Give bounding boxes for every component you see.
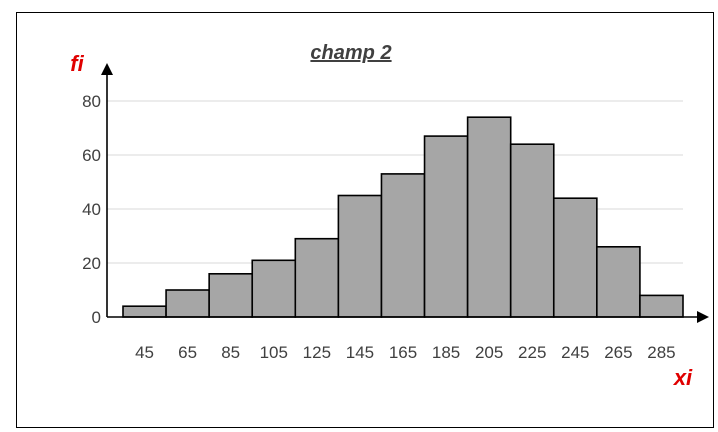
histogram-bar (596, 246, 641, 318)
histogram-chart: 0 20 40 60 80 45 65 85 105 125 145 165 185 205 225 245… (70, 42, 709, 390)
histogram-bar (466, 116, 512, 318)
x-tick-label: 185 (432, 343, 460, 362)
x-axis-arrow (697, 311, 709, 323)
y-axis-arrow (101, 63, 113, 75)
bars (122, 116, 684, 318)
x-tick-label: 285 (647, 343, 675, 362)
x-tick-label: 265 (604, 343, 632, 362)
y-tick-label: 60 (82, 146, 101, 165)
histogram-bar (122, 305, 167, 318)
x-tick-labels: 45 65 85 105 125 145 165 185 205 225 245 265 285 (135, 343, 676, 362)
y-axis-label: fi (70, 51, 84, 76)
x-tick-label: 45 (135, 343, 154, 362)
x-tick-label: 225 (518, 343, 546, 362)
chart-title: champ 2 (310, 42, 391, 64)
y-tick-label: 0 (92, 308, 101, 327)
x-tick-label: 125 (303, 343, 331, 362)
histogram-bar (251, 259, 297, 318)
chart-frame: 0 20 40 60 80 45 65 85 105 125 145 165 185 205 225 245… (16, 12, 714, 428)
x-tick-label: 165 (389, 343, 417, 362)
x-tick-label: 245 (561, 343, 589, 362)
x-tick-label: 85 (221, 343, 240, 362)
histogram-bar (165, 289, 210, 318)
histogram-bar (509, 143, 555, 318)
histogram-bar (552, 197, 598, 318)
histogram-bar (380, 173, 426, 318)
y-tick-label: 20 (82, 254, 101, 273)
histogram-bar (208, 272, 254, 318)
x-tick-label: 105 (260, 343, 288, 362)
histogram-bar (423, 135, 469, 318)
x-axis-label: xi (673, 365, 693, 390)
x-tick-label: 145 (346, 343, 374, 362)
histogram-bar (294, 237, 340, 318)
x-tick-label: 65 (178, 343, 197, 362)
histogram-bar (639, 294, 684, 318)
y-tick-label: 40 (82, 200, 101, 219)
y-tick-labels: 0 20 40 60 80 (82, 92, 101, 327)
x-tick-label: 205 (475, 343, 503, 362)
y-tick-label: 80 (82, 92, 101, 111)
histogram-bar (337, 194, 383, 318)
